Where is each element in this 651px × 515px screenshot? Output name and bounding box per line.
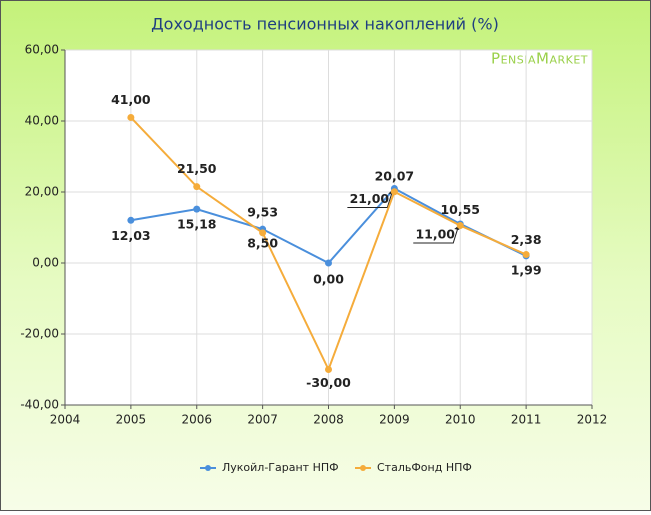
legend-marker <box>360 465 366 471</box>
y-tick-label: 60,00 <box>25 43 59 57</box>
value-label: 8,50 <box>247 235 278 250</box>
value-label: 12,03 <box>111 228 151 243</box>
x-tick-label: 2006 <box>181 413 212 427</box>
point <box>390 188 398 196</box>
value-label: 1,99 <box>511 262 542 277</box>
value-label: 0,00 <box>313 272 344 287</box>
value-label: 21,00 <box>350 191 390 206</box>
x-tick-label: 2012 <box>577 413 608 427</box>
point <box>259 229 267 237</box>
watermark: PensiaMarket <box>491 50 588 68</box>
value-label: 20,07 <box>375 168 415 183</box>
point <box>127 113 135 121</box>
point <box>325 259 332 267</box>
label-leader <box>413 226 459 244</box>
y-tick-label: 40,00 <box>25 114 59 128</box>
value-label: 2,38 <box>511 232 542 247</box>
value-label: -30,00 <box>306 375 351 390</box>
legend-label: Лукойл-Гарант НПФ <box>222 461 339 474</box>
value-label: 21,50 <box>177 161 217 176</box>
legend-label: СтальФонд НПФ <box>377 461 472 474</box>
point <box>456 222 464 230</box>
x-tick-label: 2004 <box>50 413 81 427</box>
point <box>193 183 201 191</box>
value-label: 15,18 <box>177 217 217 232</box>
point <box>522 251 530 259</box>
chart-title: Доходность пенсионных накоплений (%) <box>151 15 499 34</box>
x-tick-label: 2011 <box>511 413 542 427</box>
point <box>193 205 201 213</box>
x-tick-label: 2010 <box>445 413 476 427</box>
label-leader <box>347 191 393 208</box>
y-tick-label: -40,00 <box>20 398 59 412</box>
x-tick-label: 2008 <box>313 413 344 427</box>
y-tick-label: 20,00 <box>25 185 59 199</box>
x-tick-label: 2007 <box>247 413 278 427</box>
x-tick-label: 2009 <box>379 413 410 427</box>
legend-marker <box>205 465 211 471</box>
y-tick-label: 0,00 <box>32 256 59 270</box>
point <box>325 366 332 373</box>
value-label: 41,00 <box>111 92 151 107</box>
value-label: 9,53 <box>247 205 278 220</box>
point <box>127 216 135 224</box>
y-tick-label: -20,00 <box>20 327 59 341</box>
value-label: 11,00 <box>415 226 455 241</box>
value-label: 10,55 <box>440 202 480 217</box>
x-tick-label: 2005 <box>116 413 147 427</box>
